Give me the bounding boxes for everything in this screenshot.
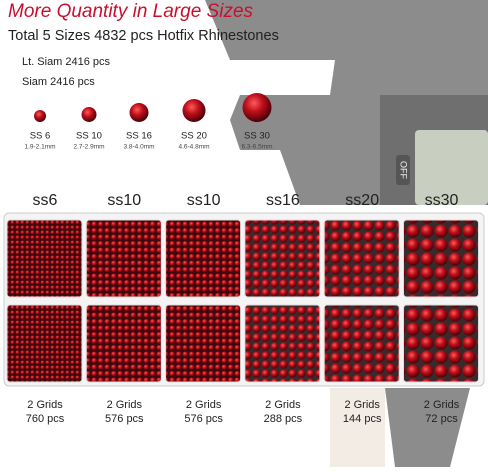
size-label: SS 20: [181, 131, 207, 142]
size-label: SS 6: [30, 131, 51, 142]
piece-count: 288 pcs: [264, 413, 303, 425]
compartment-label: ss10: [107, 192, 141, 209]
piece-count: 760 pcs: [26, 413, 65, 425]
piece-count: 576 pcs: [105, 413, 144, 425]
compartment: [403, 219, 479, 298]
rhinestone-sample: [242, 93, 272, 122]
grid-count: 2 Grids: [265, 399, 301, 411]
piece-count: 144 pcs: [343, 413, 382, 425]
size-label: SS 10: [76, 131, 102, 142]
size-range: 2.7-2.9mm: [73, 144, 104, 151]
size-range: 6.3-6.5mm: [241, 144, 272, 151]
shadow: [330, 388, 385, 467]
compartment: [6, 304, 83, 383]
grid-count: 2 Grids: [186, 399, 222, 411]
rhinestone-sample: [129, 103, 149, 122]
size-label: SS 16: [126, 131, 152, 142]
compartment: [323, 304, 400, 383]
compartment-label: ss6: [33, 192, 58, 209]
compartment: [165, 219, 242, 298]
size-range: 4.6-4.8mm: [178, 144, 209, 151]
caliper-jaw: [385, 388, 470, 467]
compartment-label: ss20: [345, 192, 379, 209]
piece-count: 576 pcs: [184, 413, 223, 425]
size-range: 1.9-2.1mm: [24, 144, 55, 151]
color-line: Siam 2416 pcs: [22, 76, 95, 88]
button-label: OFF: [399, 161, 409, 179]
compartment: [85, 304, 162, 383]
title: More Quantity in Large Sizes: [8, 1, 254, 22]
grid-count: 2 Grids: [424, 399, 460, 411]
compartment-label: ss30: [425, 192, 459, 209]
rhinestone-sample: [182, 99, 206, 122]
subtitle: Total 5 Sizes 4832 pcs Hotfix Rhinestone…: [8, 28, 279, 44]
grid-count: 2 Grids: [107, 399, 143, 411]
rhinestone-sample: [34, 110, 46, 122]
compartment: [6, 219, 83, 298]
compartment: [403, 304, 479, 383]
grid-count: 2 Grids: [27, 399, 63, 411]
rhinestone-sample: [81, 107, 97, 122]
compartment: [85, 219, 162, 298]
grid-count: 2 Grids: [344, 399, 380, 411]
piece-count: 72 pcs: [425, 413, 458, 425]
compartment-label: ss16: [266, 192, 300, 209]
compartment: [244, 219, 321, 298]
compartment: [244, 304, 321, 383]
caliper-display: [415, 130, 488, 205]
compartment: [165, 304, 242, 383]
compartment: [323, 219, 400, 298]
size-label: SS 30: [244, 131, 270, 142]
color-line: Lt. Siam 2416 pcs: [22, 56, 111, 68]
caliper-button: [396, 155, 410, 185]
compartment-label: ss10: [187, 192, 221, 209]
size-range: 3.8-4.0mm: [123, 144, 154, 151]
